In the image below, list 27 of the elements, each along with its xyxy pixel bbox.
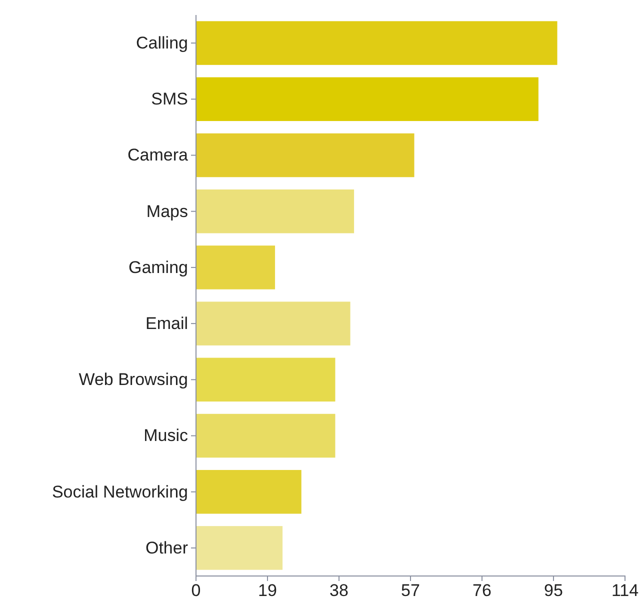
y-tick-label: Email [145, 314, 188, 333]
y-tick-label: Other [145, 538, 188, 558]
bar [196, 470, 302, 514]
bar [196, 358, 336, 402]
y-tick-label: Social Networking [52, 482, 188, 502]
x-tick-label: 114 [611, 581, 639, 600]
y-tick-label: Camera [128, 146, 189, 165]
x-tick-label: 0 [191, 581, 201, 600]
x-tick-label: 19 [258, 581, 277, 600]
bar [196, 77, 538, 122]
y-tick-label: Gaming [128, 258, 188, 277]
y-tick-label: Maps [146, 202, 188, 221]
x-tick-label: 57 [401, 581, 420, 600]
bar [196, 526, 283, 570]
y-tick-label: SMS [151, 90, 188, 109]
y-tick-label: Calling [136, 33, 188, 52]
bar [196, 133, 414, 178]
x-tick-label: 76 [472, 581, 492, 600]
bar [196, 302, 350, 346]
x-tick-label: 95 [544, 581, 563, 600]
bar [196, 246, 276, 290]
y-tick-label: Music [144, 426, 188, 446]
bar [196, 21, 558, 65]
bar [196, 414, 336, 458]
bar [196, 189, 354, 234]
y-tick-label: Web Browsing [78, 370, 188, 390]
x-tick-label: 38 [330, 581, 348, 600]
